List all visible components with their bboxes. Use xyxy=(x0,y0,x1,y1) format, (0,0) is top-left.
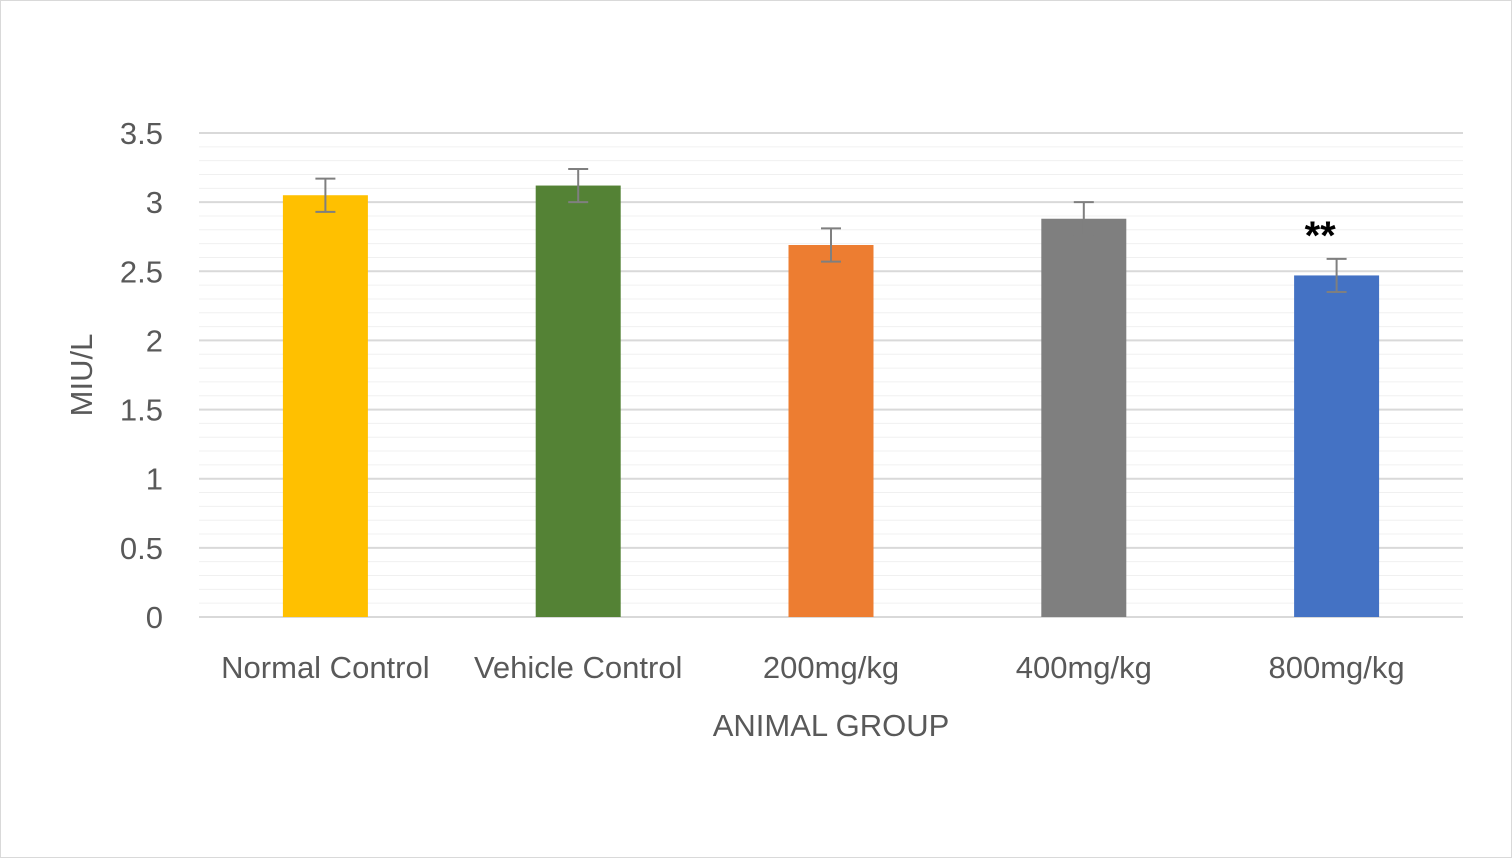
error-bar xyxy=(568,167,589,204)
x-tick-label: Normal Control xyxy=(221,650,429,685)
y-tick-label: 1.5 xyxy=(120,393,163,428)
y-tick-label: 3.5 xyxy=(120,116,163,151)
error-bars xyxy=(315,167,1347,294)
annotations: ** xyxy=(1305,214,1337,258)
x-tick-label: Vehicle Control xyxy=(474,650,683,685)
bar xyxy=(1041,218,1127,618)
bar xyxy=(535,185,621,617)
y-tick-label: 0.5 xyxy=(120,531,163,566)
bars xyxy=(282,185,1380,618)
x-axis-title: ANIMAL GROUP xyxy=(713,708,950,743)
y-tick-label: 2.5 xyxy=(120,254,163,289)
bar xyxy=(1294,275,1380,617)
y-tick-label: 0 xyxy=(146,600,163,635)
error-bar xyxy=(821,227,841,263)
bar xyxy=(788,245,874,618)
x-tick-label: 400mg/kg xyxy=(1016,650,1152,685)
significance-annotation: ** xyxy=(1305,214,1337,258)
error-bar xyxy=(315,177,336,213)
y-tick-label: 1 xyxy=(146,462,163,497)
y-tick-label: 2 xyxy=(146,323,163,358)
y-tick-label: 3 xyxy=(146,185,163,220)
y-tick-labels: 0 0.5 1 1.5 2 2.5 3 3.5 xyxy=(120,116,163,635)
x-tick-label: 800mg/kg xyxy=(1269,650,1405,685)
y-axis-title: MIU/L xyxy=(64,334,99,417)
x-tick-label: 200mg/kg xyxy=(763,650,899,685)
x-tick-labels: Normal Control Vehicle Control 200mg/kg 400… xyxy=(221,650,1404,685)
error-bar xyxy=(1326,257,1347,294)
error-bar xyxy=(1073,201,1094,237)
bar xyxy=(282,195,368,617)
